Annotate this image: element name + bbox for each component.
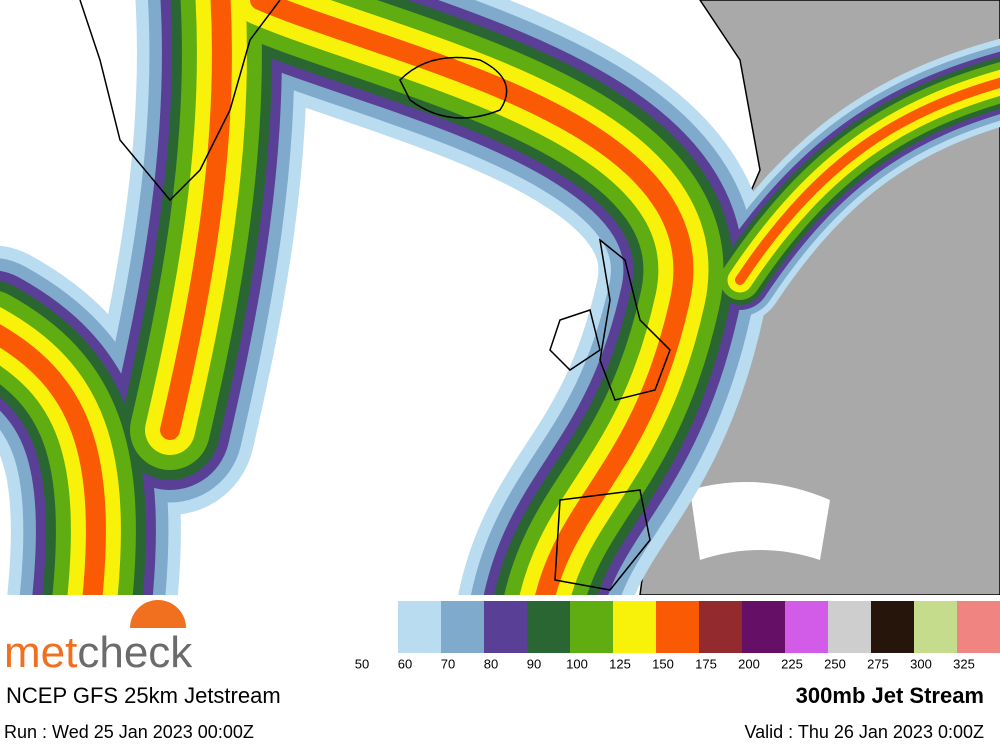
legend-label: 225 <box>781 656 803 671</box>
legend-label: 300 <box>910 656 932 671</box>
legend-swatch <box>484 601 527 653</box>
legend-swatch <box>613 601 656 653</box>
legend-label: 150 <box>652 656 674 671</box>
legend-label: 175 <box>695 656 717 671</box>
legend-label: 275 <box>867 656 889 671</box>
jet-band <box>735 77 1000 285</box>
logo-sun <box>130 600 186 628</box>
legend-label: 90 <box>527 656 541 671</box>
run-time: Run : Wed 25 Jan 2023 00:00Z <box>4 722 254 742</box>
legend-swatch <box>742 601 785 653</box>
jet-stream <box>0 0 1000 595</box>
legend-label: 70 <box>441 656 455 671</box>
legend-swatch <box>441 601 484 653</box>
legend-swatch <box>527 601 570 653</box>
legend-swatch <box>570 601 613 653</box>
legend-label: 200 <box>738 656 760 671</box>
model-title: NCEP GFS 25km Jetstream <box>6 683 281 708</box>
jet-band <box>160 0 232 440</box>
legend-swatch <box>957 601 1000 653</box>
legend-label: 60 <box>398 656 412 671</box>
legend-label: 80 <box>484 656 498 671</box>
legend-swatch <box>785 601 828 653</box>
legend-swatch <box>656 601 699 653</box>
jet-band <box>250 0 694 595</box>
logo: metcheck <box>4 628 193 677</box>
legend-swatch <box>871 601 914 653</box>
legend-swatch <box>828 601 871 653</box>
legend-swatch <box>914 601 957 653</box>
legend: 50 60 70 80 90 100 125 150 175 200 225 250 275 300 325 <box>355 601 1000 671</box>
legend-label: 250 <box>824 656 846 671</box>
jet-band <box>0 324 106 595</box>
product-title: 300mb Jet Stream <box>796 683 984 708</box>
legend-label: 100 <box>566 656 588 671</box>
coastlines <box>79 0 671 591</box>
legend-label: 125 <box>609 656 631 671</box>
sea <box>690 482 830 560</box>
legend-swatch <box>398 601 441 653</box>
legend-swatch <box>699 601 742 653</box>
valid-time: Valid : Thu 26 Jan 2023 0:00Z <box>744 722 984 742</box>
legend-label: 50 <box>355 656 369 671</box>
map <box>0 0 1000 595</box>
legend-label: 325 <box>953 656 975 671</box>
